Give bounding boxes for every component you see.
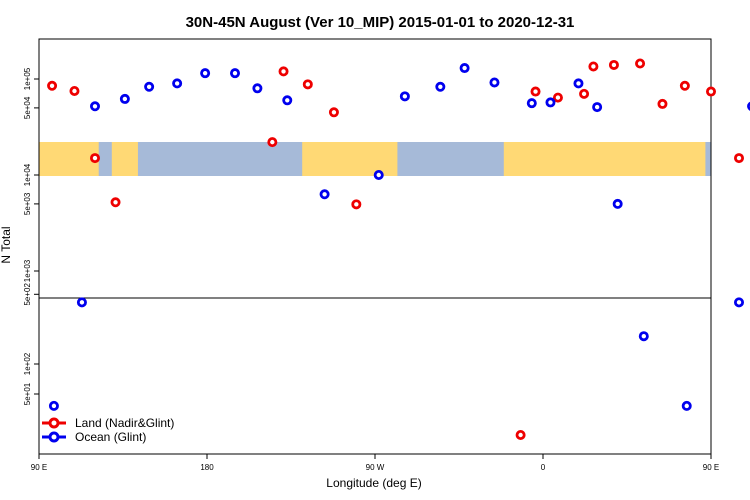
land-point-6 (302, 79, 313, 90)
x-tick-label-3: 0 (541, 463, 546, 472)
ocean-point-7 (229, 68, 240, 79)
map-land-0 (39, 142, 99, 176)
ocean-point-9 (282, 95, 293, 106)
land-point-15 (657, 98, 668, 109)
ocean-point-16 (526, 98, 537, 109)
x-tick-label-4: 90 E (703, 463, 719, 472)
ocean-point-15 (489, 77, 500, 88)
world-map-band (39, 142, 711, 176)
land-point-4 (267, 137, 278, 148)
land-point-17 (706, 86, 717, 97)
ocean-point-12 (399, 91, 410, 102)
land-point-10 (552, 92, 563, 103)
ocean-point-5 (172, 78, 183, 89)
land-point-7 (328, 107, 339, 118)
land-point-5 (278, 66, 289, 77)
ocean-point-23 (734, 297, 745, 308)
x-tick-label-0: 90 E (31, 463, 47, 472)
y-tick-label-lower-0: 5e+01 (23, 382, 32, 405)
map-land-2 (302, 142, 398, 176)
chart-title: 30N-45N August (Ver 10_MIP) 2015-01-01 t… (186, 14, 575, 31)
map-land-3 (503, 142, 706, 176)
legend-ocean-marker (48, 431, 60, 443)
land-point-1 (69, 85, 80, 96)
ocean-point-17 (545, 97, 556, 108)
ocean-point-0 (48, 400, 59, 411)
land-point-14 (635, 58, 646, 69)
x-tick-label-1: 180 (200, 463, 214, 472)
plot-frame (38, 38, 712, 455)
data-points (47, 58, 750, 440)
land-point-0 (47, 80, 58, 91)
land-point-16 (679, 80, 690, 91)
x-axis: 90 E 180 90 W 0 90 E (31, 454, 719, 472)
ocean-point-4 (144, 81, 155, 92)
y-axis: 1e+03 5e+03 1e+04 5e+04 1e+05 5e+01 1e+02 5e+02 (23, 67, 39, 405)
land-point-11 (579, 88, 590, 99)
x-tick-label-2: 90 W (366, 463, 385, 472)
y-axis-label: N Total (0, 226, 13, 263)
legend-land-label: Land (Nadir&Glint) (75, 416, 174, 430)
y-tick-label-upper-4: 1e+05 (23, 67, 32, 90)
y-tick-label-upper-2: 1e+04 (23, 163, 32, 186)
land-point-13 (608, 59, 619, 70)
ocean-point-2 (90, 101, 101, 112)
y-tick-label-upper-1: 5e+03 (23, 192, 32, 215)
legend: Land (Nadir&Glint) Ocean (Glint) (42, 416, 174, 444)
ocean-point-13 (435, 81, 446, 92)
ocean-point-11 (373, 169, 384, 180)
y-tick-label-upper-3: 5e+04 (23, 96, 32, 119)
land-point-2 (90, 153, 101, 164)
map-land-1 (111, 142, 138, 176)
outlier-point-0 (515, 429, 526, 440)
land-point-12 (588, 61, 599, 72)
land-point-3 (110, 197, 121, 208)
y-tick-label-upper-0: 1e+03 (23, 259, 32, 282)
y-tick-label-lower-2: 5e+02 (23, 283, 32, 306)
ocean-point-18 (573, 78, 584, 89)
land-point-18 (734, 153, 745, 164)
ocean-point-3 (119, 93, 130, 104)
ocean-point-1 (76, 297, 87, 308)
ocean-point-19 (592, 102, 603, 113)
ocean-point-14 (459, 63, 470, 74)
y-tick-label-lower-1: 1e+02 (23, 352, 32, 375)
legend-land-marker (48, 417, 60, 429)
ocean-point-8 (252, 83, 263, 94)
ocean-point-21 (638, 331, 649, 342)
land-point-9 (530, 86, 541, 97)
ocean-point-20 (612, 198, 623, 209)
x-axis-label: Longitude (deg E) (326, 476, 421, 490)
ocean-point-10 (319, 189, 330, 200)
ocean-point-22 (681, 400, 692, 411)
ocean-point-6 (200, 68, 211, 79)
legend-ocean-label: Ocean (Glint) (75, 430, 146, 444)
land-point-8 (351, 199, 362, 210)
